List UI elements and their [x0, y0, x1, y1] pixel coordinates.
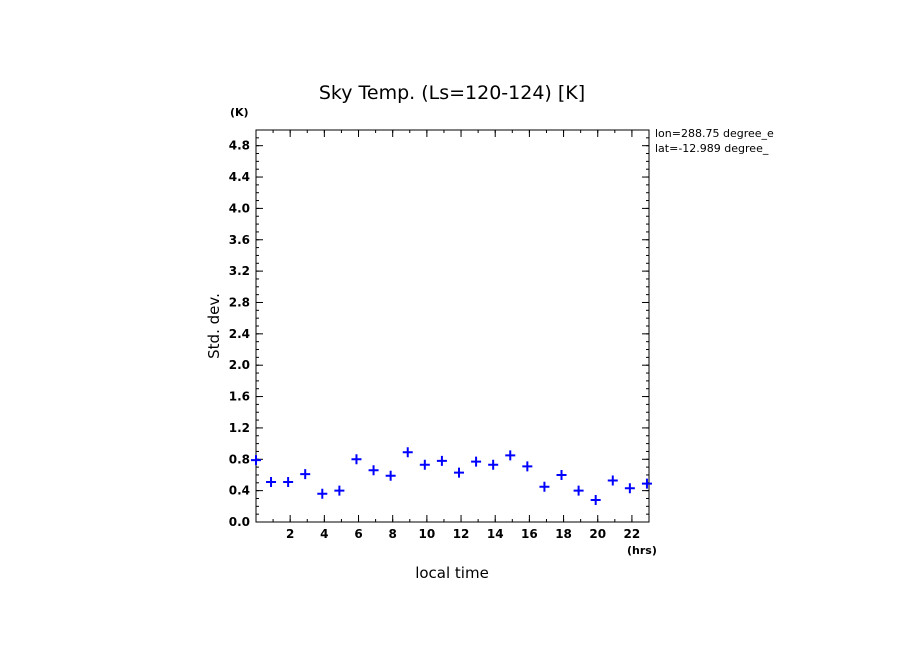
plus-marker: [266, 477, 277, 488]
ticks-layer: 0.0 0.4 0.8 1.2 1.6 2.0 2.4 2.8 3.2 3.6 4.0 4.4 4.8 2…: [229, 130, 649, 541]
x-axis-label: local time: [415, 564, 489, 582]
plus-marker: [522, 461, 533, 472]
y-tick-label: 3.6: [229, 233, 250, 247]
plus-marker: [607, 475, 618, 486]
y-axis-label: Std. dev.: [205, 293, 223, 359]
y-tick-label: 3.2: [229, 264, 250, 278]
plus-marker: [334, 485, 345, 496]
x-tick-label: 10: [419, 527, 436, 541]
y-tick-label: 4.8: [229, 139, 250, 153]
data-point: [488, 459, 499, 470]
lon-annotation: lon=288.75 degree_e: [655, 127, 774, 140]
x-tick-label: 22: [624, 527, 641, 541]
y-tick-label: 2.0: [229, 358, 250, 372]
data-point: [505, 450, 516, 461]
plus-marker: [471, 456, 482, 467]
y-tick-label: 4.0: [229, 201, 250, 215]
x-tick-label: 18: [555, 527, 572, 541]
plus-marker: [488, 459, 499, 470]
data-point: [522, 461, 533, 472]
data-point: [590, 495, 601, 506]
data-point: [453, 467, 464, 478]
plus-marker: [283, 477, 294, 488]
plus-marker: [436, 455, 447, 466]
x-tick-label: 8: [389, 527, 397, 541]
data-point: [368, 465, 379, 476]
x-tick-label: 6: [354, 527, 362, 541]
x-tick-label: 4: [320, 527, 328, 541]
data-point: [300, 469, 311, 480]
x-tick-label: 16: [521, 527, 538, 541]
data-point: [351, 454, 362, 465]
plus-marker: [385, 470, 396, 481]
x-tick-label: 12: [453, 527, 470, 541]
data-point: [283, 477, 294, 488]
plus-marker: [539, 481, 550, 492]
chart-title: Sky Temp. (Ls=120-124) [K]: [319, 82, 585, 104]
points-layer: [251, 447, 652, 506]
data-point: [436, 455, 447, 466]
plus-marker: [556, 469, 567, 480]
data-point: [556, 469, 567, 480]
plus-marker: [317, 488, 328, 499]
data-point: [624, 483, 635, 494]
y-tick-label: 4.4: [229, 170, 250, 184]
plus-marker: [453, 467, 464, 478]
lat-annotation: lat=-12.989 degree_: [655, 142, 769, 155]
x-tick-label: 14: [487, 527, 504, 541]
y-tick-label: 0.0: [229, 515, 250, 529]
plus-marker: [624, 483, 635, 494]
y-tick-label: 0.8: [229, 452, 250, 466]
y-tick-label: 0.4: [229, 484, 250, 498]
x-tick-label: 2: [286, 527, 294, 541]
x-unit-label: (hrs): [627, 544, 657, 557]
plus-marker: [368, 465, 379, 476]
data-point: [266, 477, 277, 488]
plus-marker: [641, 478, 652, 489]
x-tick-label: 20: [589, 527, 606, 541]
data-point: [607, 475, 618, 486]
plus-marker: [573, 485, 584, 496]
data-point: [641, 478, 652, 489]
plot-frame: [255, 129, 650, 523]
data-point: [317, 488, 328, 499]
plus-marker: [402, 447, 413, 458]
plus-marker: [251, 455, 261, 466]
plus-marker: [590, 495, 601, 506]
y-tick-label: 1.6: [229, 390, 250, 404]
data-point: [385, 470, 396, 481]
data-point: [471, 456, 482, 467]
data-point: [539, 481, 550, 492]
data-point: [251, 455, 261, 466]
data-point: [573, 485, 584, 496]
data-point: [419, 459, 430, 470]
plus-marker: [300, 469, 311, 480]
data-point: [334, 485, 345, 496]
y-tick-label: 2.4: [229, 327, 250, 341]
plus-marker: [505, 450, 516, 461]
y-unit-label: (K): [230, 106, 249, 119]
plus-marker: [351, 454, 362, 465]
plus-marker: [419, 459, 430, 470]
data-point: [402, 447, 413, 458]
y-tick-label: 1.2: [229, 421, 250, 435]
y-tick-label: 2.8: [229, 295, 250, 309]
